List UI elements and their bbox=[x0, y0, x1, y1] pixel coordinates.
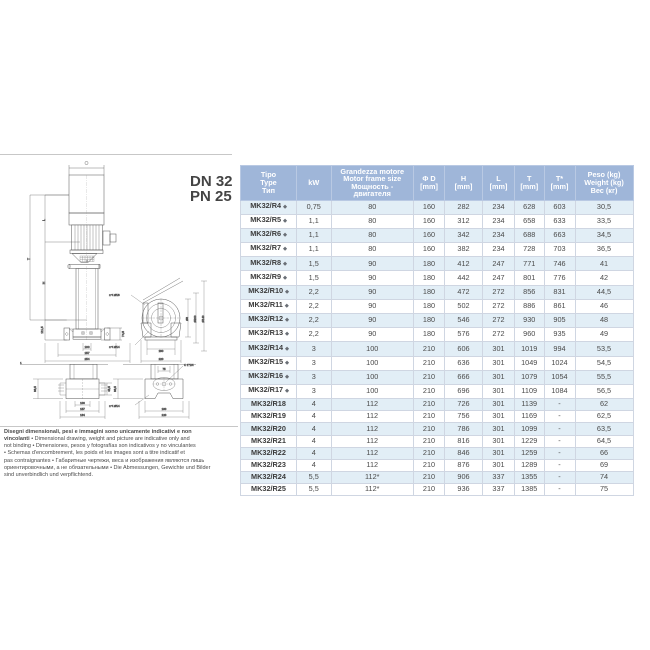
svg-text:157: 157 bbox=[80, 407, 85, 411]
svg-text:C 1"1/4: C 1"1/4 bbox=[184, 363, 194, 367]
svg-text:75: 75 bbox=[162, 367, 166, 371]
svg-text:254: 254 bbox=[84, 357, 89, 361]
svg-text:88,5: 88,5 bbox=[33, 386, 37, 392]
svg-text:n°4 Ø18: n°4 Ø18 bbox=[109, 293, 120, 297]
svg-text:220: 220 bbox=[162, 413, 167, 417]
svg-text:100: 100 bbox=[84, 345, 89, 349]
svg-text:157: 157 bbox=[84, 351, 89, 355]
svg-text:T: T bbox=[27, 257, 31, 260]
svg-text:n°4 Ø14: n°4 Ø14 bbox=[109, 404, 120, 408]
svg-text:220: 220 bbox=[159, 357, 164, 361]
svg-text:Ø6: Ø6 bbox=[185, 317, 189, 321]
svg-text:74,5: 74,5 bbox=[121, 331, 125, 337]
svg-text:111,5: 111,5 bbox=[40, 326, 44, 334]
svg-text:L: L bbox=[42, 219, 46, 221]
svg-text:180: 180 bbox=[162, 407, 167, 411]
svg-text:180: 180 bbox=[159, 349, 164, 353]
svg-text:H: H bbox=[42, 281, 46, 284]
svg-text:Ø140: Ø140 bbox=[201, 315, 205, 322]
svg-text:n°4 Ø14: n°4 Ø14 bbox=[109, 345, 120, 349]
svg-text:Ø200: Ø200 bbox=[193, 315, 197, 322]
svg-text:100: 100 bbox=[80, 401, 85, 405]
svg-text:88,5: 88,5 bbox=[113, 386, 117, 392]
svg-text:164: 164 bbox=[80, 413, 85, 417]
svg-text:48,5: 48,5 bbox=[107, 386, 111, 392]
